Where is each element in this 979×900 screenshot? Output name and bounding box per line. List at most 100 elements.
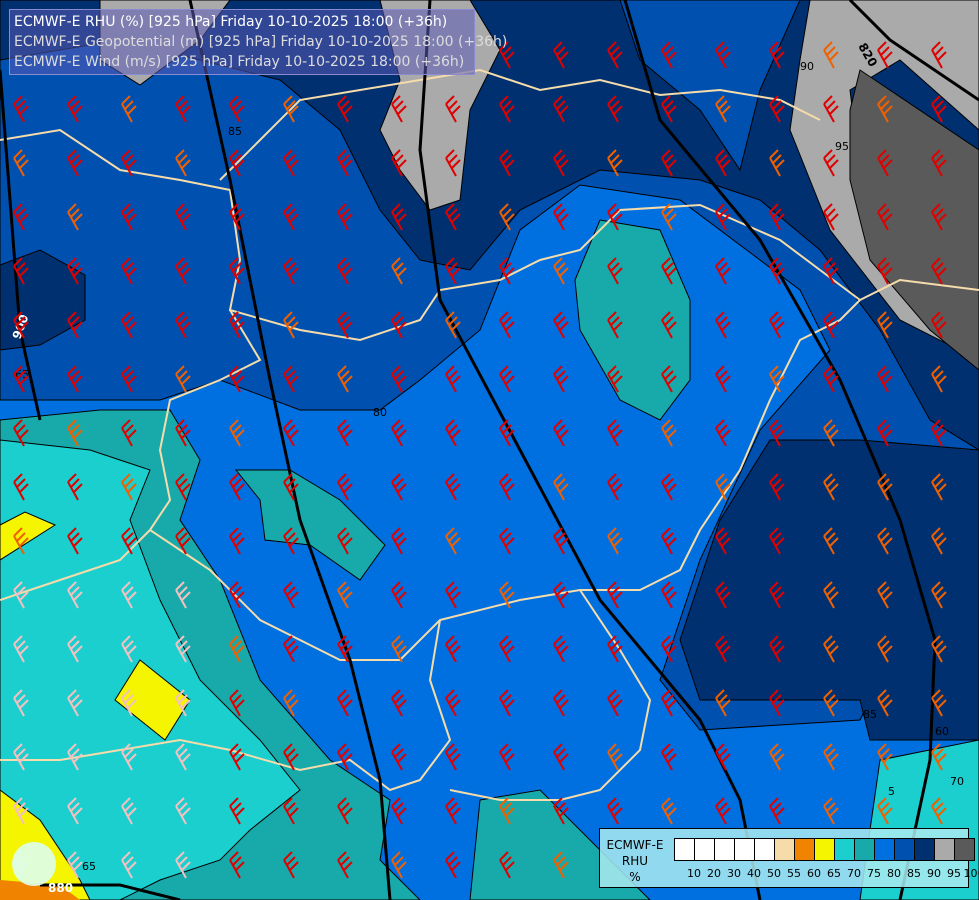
legend-title-variable: RHU	[621, 854, 649, 868]
wind-barb-icon	[175, 149, 191, 177]
wind-barb-icon	[121, 797, 137, 825]
wind-barb-icon	[553, 635, 569, 663]
wind-barb-icon	[67, 797, 83, 825]
rhu-label: 70	[950, 775, 964, 788]
wind-barb-icon	[175, 203, 191, 231]
legend-tick-label: 100	[963, 867, 979, 880]
wind-barb-icon	[715, 743, 731, 771]
wind-barb-icon	[175, 635, 191, 663]
wind-barb-icon	[229, 635, 245, 663]
wind-barb-icon	[661, 41, 677, 69]
wind-barb-icon	[553, 581, 569, 609]
wind-barb-icon	[283, 95, 299, 123]
wind-barb-icon	[229, 257, 245, 285]
wind-barb-icon	[283, 797, 299, 825]
wind-barb-icon	[715, 311, 731, 339]
wind-barb-icon	[607, 743, 623, 771]
wind-barb-icon	[121, 689, 137, 717]
rhu-label: 5	[888, 785, 895, 798]
wind-barb-icon	[661, 95, 677, 123]
legend-swatch	[935, 839, 955, 860]
wind-barb-icon	[229, 419, 245, 447]
wind-barb-icon	[769, 797, 785, 825]
wind-barb-icon	[229, 743, 245, 771]
wind-barb-icon	[823, 41, 839, 69]
wind-barb-icon	[229, 473, 245, 501]
legend-tick-label: 50	[767, 867, 781, 880]
title-wind: ECMWF-E Wind (m/s) [925 hPa] Friday 10-1…	[14, 54, 465, 70]
wind-barb-icon	[67, 743, 83, 771]
wind-barb-icon	[175, 797, 191, 825]
legend-tick-label: 95	[947, 867, 961, 880]
wind-barb-icon	[715, 203, 731, 231]
wind-barb-icon	[391, 149, 407, 177]
legend-tick-label: 60	[807, 867, 821, 880]
wind-barb-icon	[391, 635, 407, 663]
wind-barb-icon	[13, 689, 29, 717]
legend-tick-label: 40	[747, 867, 761, 880]
wind-barb-icon	[229, 689, 245, 717]
legend-swatch	[895, 839, 915, 860]
wind-barb-icon	[283, 203, 299, 231]
wind-barb-icon	[175, 311, 191, 339]
wind-barb-icon	[877, 203, 893, 231]
wind-barb-icon	[175, 851, 191, 879]
wind-barb-icon	[67, 95, 83, 123]
wind-barb-icon	[391, 689, 407, 717]
wind-barb-icon	[553, 257, 569, 285]
wind-barb-icon	[499, 851, 515, 879]
wind-barb-icon	[67, 311, 83, 339]
rhu-label: 60	[935, 725, 949, 738]
wind-barb-icon	[391, 311, 407, 339]
legend-colorbar	[674, 838, 975, 861]
wind-barb-icon	[283, 527, 299, 555]
wind-barb-icon	[499, 149, 515, 177]
wind-barb-icon	[121, 311, 137, 339]
wind-barb-icon	[661, 149, 677, 177]
wind-barb-icon	[661, 311, 677, 339]
wind-barb-icon	[553, 419, 569, 447]
legend-swatch	[695, 839, 715, 860]
wind-barb-icon	[931, 581, 947, 609]
wind-barb-icon	[931, 95, 947, 123]
wind-barb-icon	[499, 743, 515, 771]
rhu-label: 90	[800, 60, 814, 73]
wind-barb-icon	[445, 635, 461, 663]
wind-barb-icon	[607, 149, 623, 177]
rhu-85-90-area	[0, 0, 979, 451]
wind-barb-icon	[823, 473, 839, 501]
wind-barb-icon	[715, 419, 731, 447]
wind-barb-icon	[553, 797, 569, 825]
wind-barb-icon	[283, 743, 299, 771]
legend-swatch	[855, 839, 875, 860]
wind-barb-icon	[931, 473, 947, 501]
wind-barb-icon	[229, 311, 245, 339]
wind-barb-icon	[769, 473, 785, 501]
wind-barb-icon	[877, 41, 893, 69]
legend-swatch	[715, 839, 735, 860]
wind-barb-icon	[391, 581, 407, 609]
wind-barb-icon	[499, 635, 515, 663]
wind-barb-icon	[67, 149, 83, 177]
wind-barb-icon	[13, 365, 29, 393]
wind-barb-icon	[67, 527, 83, 555]
legend-swatch	[815, 839, 835, 860]
wind-barb-icon	[931, 149, 947, 177]
wind-barb-icon	[175, 527, 191, 555]
wind-barb-icon	[445, 149, 461, 177]
wind-barb-icon	[823, 527, 839, 555]
map-title-box: ECMWF-E RHU (%) [925 hPa] Friday 10-10-2…	[9, 9, 507, 75]
wind-barb-icon	[931, 527, 947, 555]
wind-barb-icon	[769, 257, 785, 285]
wind-barb-icon	[121, 635, 137, 663]
wind-barb-icon	[769, 41, 785, 69]
legend-swatch	[875, 839, 895, 860]
wind-barb-icon	[121, 419, 137, 447]
wind-barb-icon	[283, 635, 299, 663]
wind-barb-icon	[877, 311, 893, 339]
wind-barb-icon	[823, 257, 839, 285]
wind-barb-icon	[877, 473, 893, 501]
wind-barb-icon	[769, 581, 785, 609]
